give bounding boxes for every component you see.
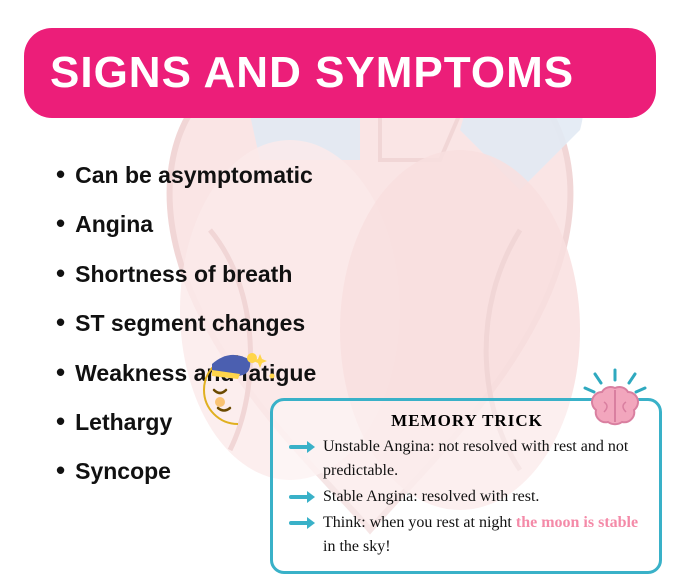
list-item: Angina xyxy=(56,199,316,248)
list-item: ST segment changes xyxy=(56,298,316,347)
memory-text: Unstable Angina: not resolved with rest … xyxy=(323,435,645,483)
arrow-icon xyxy=(289,515,315,531)
memory-line: Think: when you rest at night the moon i… xyxy=(289,511,645,559)
list-item: Shortness of breath xyxy=(56,249,316,298)
arrow-icon xyxy=(289,489,315,505)
arrow-icon xyxy=(289,439,315,455)
memory-text: Think: when you rest at night the moon i… xyxy=(323,511,645,559)
memory-line: Stable Angina: resolved with rest. xyxy=(289,485,645,509)
brain-icon xyxy=(580,368,650,428)
moon-icon xyxy=(190,346,280,436)
memory-line: Unstable Angina: not resolved with rest … xyxy=(289,435,645,483)
memory-text: Stable Angina: resolved with rest. xyxy=(323,485,539,509)
title-text: SIGNS AND SYMPTOMS xyxy=(50,48,574,98)
list-item: Can be asymptomatic xyxy=(56,150,316,199)
title-banner: SIGNS AND SYMPTOMS xyxy=(24,28,656,118)
